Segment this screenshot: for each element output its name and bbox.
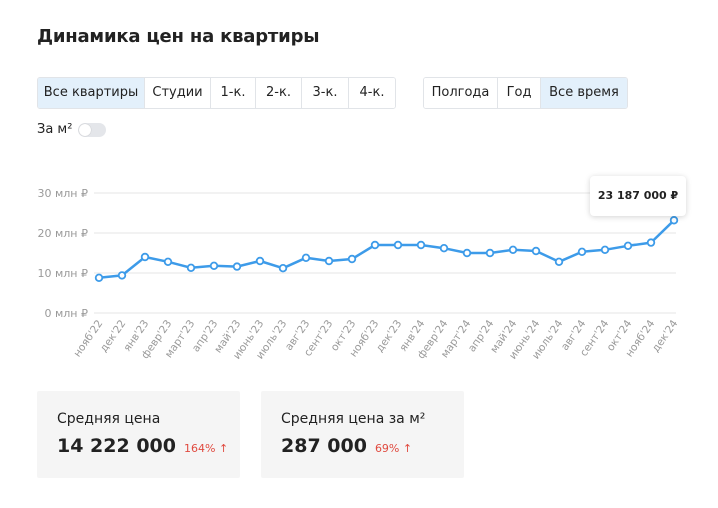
data-point <box>301 253 311 262</box>
room-filter-button-2[interactable]: 1-к. <box>211 78 256 108</box>
x-tick-label: нояб'22 <box>71 318 105 360</box>
data-point <box>623 241 633 250</box>
period-filter-button-1[interactable]: Год <box>498 78 541 108</box>
data-point <box>94 273 104 282</box>
data-point <box>117 271 127 280</box>
data-point <box>577 247 587 256</box>
data-point <box>416 240 426 250</box>
room-filter-button-4[interactable]: 3-к. <box>302 78 349 108</box>
data-point <box>646 238 656 247</box>
data-point <box>485 248 495 258</box>
average-price-per-m2-change: 69% ↑ <box>374 442 413 455</box>
data-point <box>232 262 242 271</box>
room-filter-button-3[interactable]: 2-к. <box>256 78 302 108</box>
price-line-chart: 0 млн ₽10 млн ₽20 млн ₽30 млн ₽нояб'22де… <box>37 187 680 362</box>
toggle-switch[interactable] <box>78 122 107 137</box>
average-price-value: 14 222 000 <box>57 435 176 457</box>
data-point <box>508 245 518 254</box>
data-point <box>439 243 449 253</box>
data-point <box>554 257 564 266</box>
data-point <box>186 263 196 272</box>
data-point <box>324 256 334 266</box>
y-tick-label: 20 млн ₽ <box>37 227 88 240</box>
page-title: Динамика цен на квартиры <box>37 26 320 47</box>
data-point <box>531 246 541 256</box>
period-filter-button-0[interactable]: Полгода <box>424 78 498 108</box>
room-type-filter: Все квартиры Студии 1-к. 2-к. 3-к. 4-к. <box>37 77 396 109</box>
chart-tooltip: 23 187 000 ₽ <box>590 176 686 216</box>
data-point <box>255 256 265 266</box>
per-m2-label: За м² <box>37 122 73 137</box>
toggle-knob <box>79 123 92 136</box>
data-point <box>600 245 610 254</box>
room-filter-button-5[interactable]: 4-к. <box>349 78 395 108</box>
data-point <box>370 240 380 250</box>
y-tick-label: 0 млн ₽ <box>44 307 88 320</box>
average-price-change: 164% ↑ <box>184 442 229 455</box>
average-price-per-m2-card: Средняя цена за м² 287 000 69% ↑ <box>261 391 464 478</box>
period-filter-button-2[interactable]: Все время <box>541 78 627 108</box>
average-price-card: Средняя цена 14 222 000 164% ↑ <box>37 391 240 478</box>
y-tick-label: 10 млн ₽ <box>37 267 88 280</box>
data-point <box>393 240 403 250</box>
data-point <box>278 264 288 273</box>
data-point <box>669 216 679 225</box>
data-point <box>140 252 150 262</box>
data-point <box>209 261 219 270</box>
data-point <box>462 248 472 258</box>
price-series-line <box>98 219 675 280</box>
room-filter-button-0[interactable]: Все квартиры <box>38 78 145 108</box>
y-tick-label: 30 млн ₽ <box>37 187 88 200</box>
room-filter-button-1[interactable]: Студии <box>145 78 211 108</box>
average-price-per-m2-label: Средняя цена за м² <box>281 411 426 427</box>
average-price-label: Средняя цена <box>57 411 161 427</box>
average-price-per-m2-value: 287 000 <box>281 435 367 457</box>
data-point <box>347 254 357 264</box>
data-point <box>163 257 173 266</box>
period-filter: Полгода Год Все время <box>423 77 628 109</box>
per-m2-switch[interactable]: За м² <box>37 122 107 137</box>
